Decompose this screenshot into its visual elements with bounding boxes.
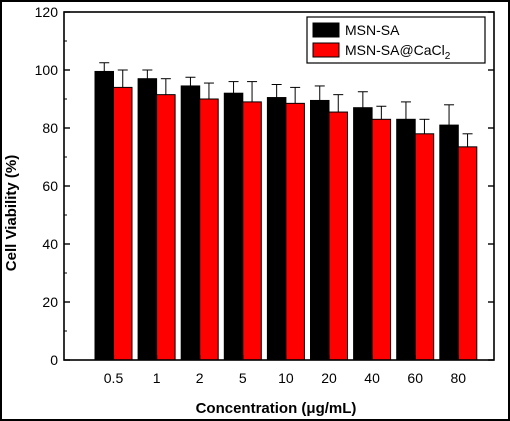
bar-msn-sa-cacl2 <box>328 111 348 361</box>
y-tick-label: 100 <box>35 62 59 78</box>
x-tick-label: 1 <box>153 370 161 386</box>
x-tick-label: 40 <box>364 370 380 386</box>
bar-msn-sa <box>396 118 416 361</box>
x-tick-label: 5 <box>239 370 247 386</box>
x-tick-label: 80 <box>451 370 467 386</box>
x-tick-label: 10 <box>278 370 294 386</box>
legend-swatch <box>312 42 340 58</box>
x-tick-label: 60 <box>407 370 423 386</box>
bar-msn-sa-cacl2 <box>199 98 219 361</box>
x-axis-title: Concentration (μg/mL) <box>196 400 357 417</box>
bar-msn-sa-cacl2 <box>285 102 305 361</box>
bar-msn-sa <box>353 107 373 361</box>
y-axis-title: Cell Viability (%) <box>3 155 20 271</box>
y-tick-label: 80 <box>42 120 58 136</box>
bar-msn-sa-cacl2 <box>457 146 478 361</box>
bar-msn-sa <box>266 97 287 361</box>
bar-msn-sa <box>180 85 201 361</box>
x-tick-label: 0.5 <box>104 370 124 386</box>
legend: MSN-SA MSN-SA@CaCl2 <box>306 16 486 64</box>
x-tick-label: 2 <box>196 370 204 386</box>
legend-label: MSN-SA@CaCl2 <box>345 42 451 62</box>
legend-swatch <box>312 22 340 38</box>
bar-msn-sa-cacl2 <box>156 94 176 361</box>
y-tick-label: 0 <box>50 352 58 368</box>
bar-msn-sa-cacl2 <box>113 86 133 361</box>
bar-msn-sa-cacl2 <box>242 101 262 361</box>
y-tick-label: 60 <box>42 178 58 194</box>
x-tick-label: 20 <box>321 370 337 386</box>
legend-label: MSN-SA <box>345 22 400 38</box>
bar-msn-sa <box>439 124 459 361</box>
y-tick-label: 120 <box>35 4 59 20</box>
bar-msn-sa <box>310 99 330 361</box>
y-tick-label: 20 <box>42 294 58 310</box>
bar-msn-sa <box>94 70 114 361</box>
bar-msn-sa <box>223 92 244 361</box>
bar-msn-sa-cacl2 <box>371 118 392 361</box>
bar-msn-sa <box>137 78 158 361</box>
y-tick-label: 40 <box>42 236 58 252</box>
bar-msn-sa-cacl2 <box>414 133 435 361</box>
